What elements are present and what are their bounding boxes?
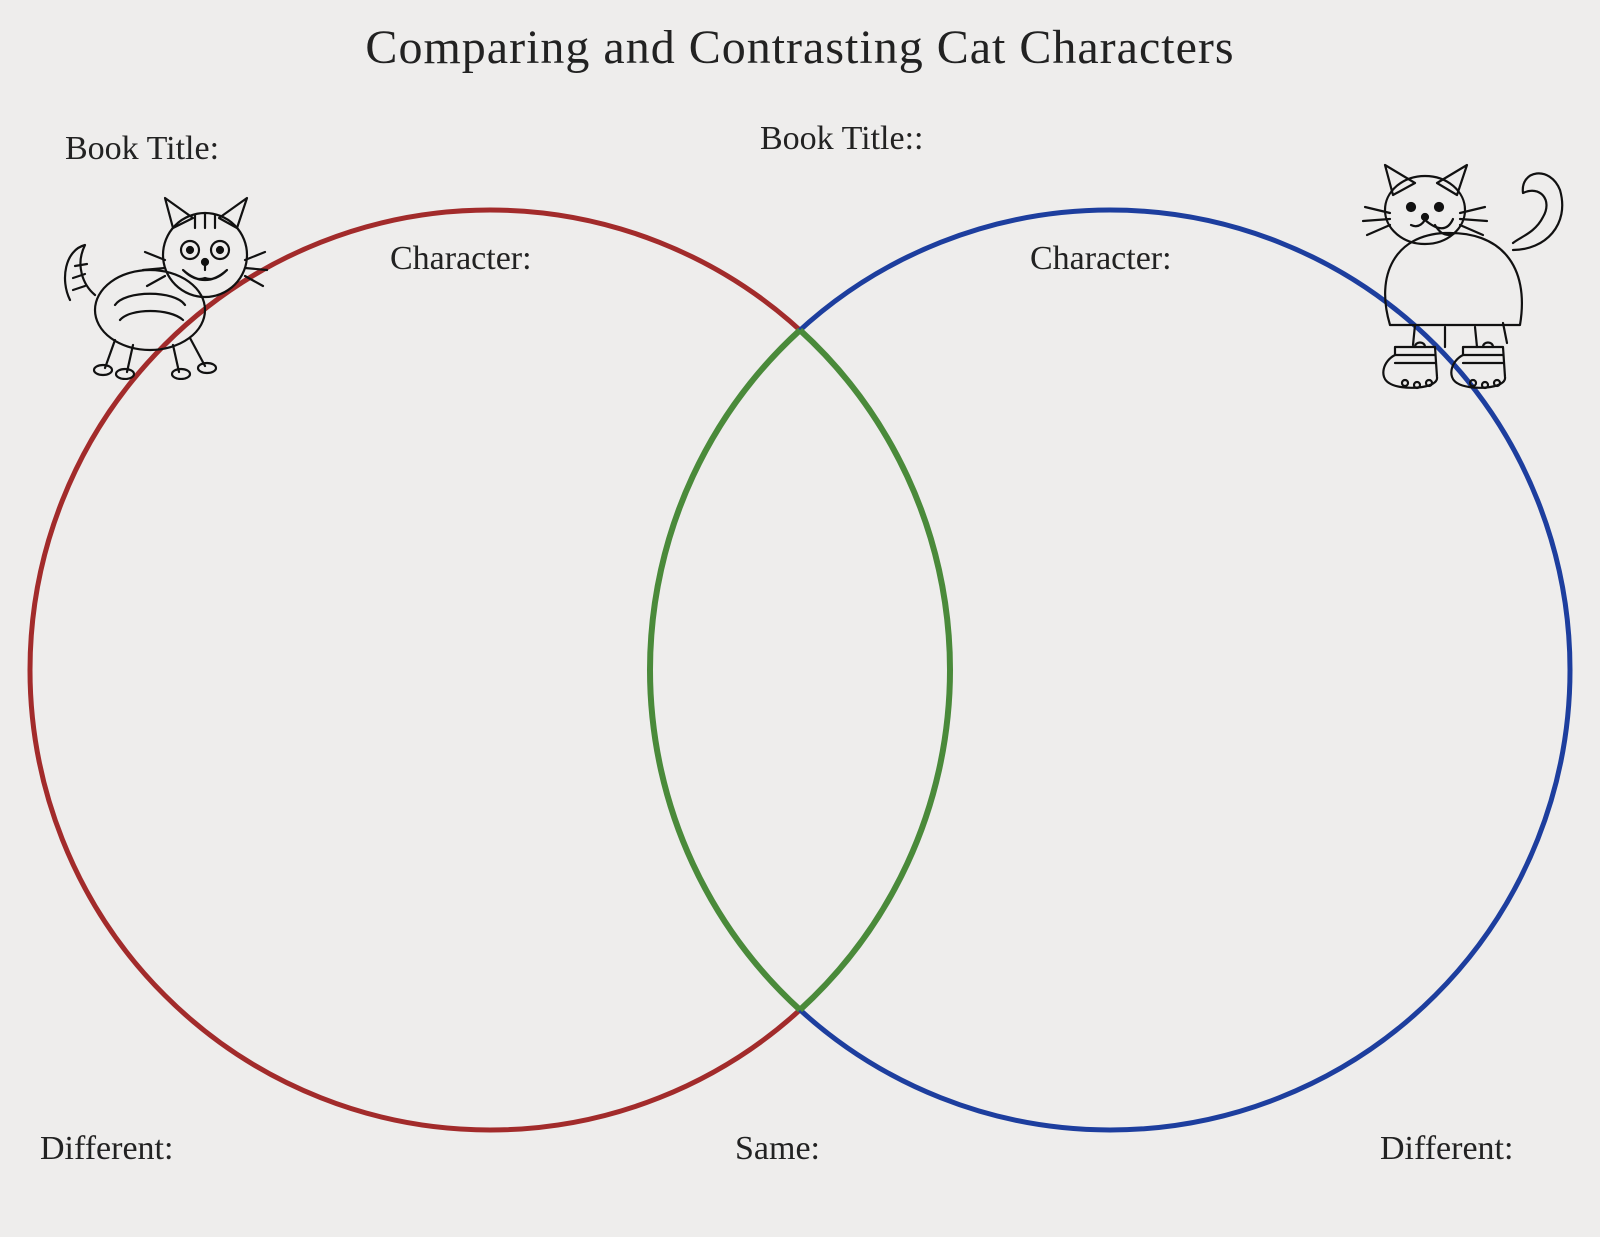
venn-overlap-left-arc xyxy=(650,330,800,1010)
book-title-right-label: Book Title:: xyxy=(760,120,923,158)
same-label: Same: xyxy=(735,1130,820,1168)
different-right-label: Different: xyxy=(1380,1130,1513,1168)
venn-overlap-right-arc xyxy=(800,330,950,1010)
cat-left-icon xyxy=(55,190,275,380)
character-left-label: Character: xyxy=(390,240,532,278)
character-right-label: Character: xyxy=(1030,240,1172,278)
cat-right-icon xyxy=(1335,155,1575,395)
different-left-label: Different: xyxy=(40,1130,173,1168)
book-title-left-label: Book Title: xyxy=(65,130,219,168)
